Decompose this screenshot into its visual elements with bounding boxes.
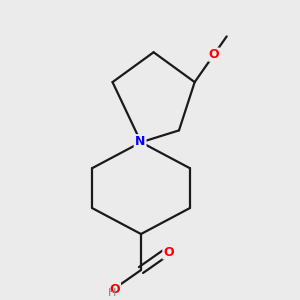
Text: H: H — [108, 288, 116, 298]
Text: O: O — [209, 48, 220, 61]
Text: N: N — [135, 135, 145, 148]
Text: O: O — [110, 283, 120, 296]
Text: O: O — [163, 246, 173, 259]
